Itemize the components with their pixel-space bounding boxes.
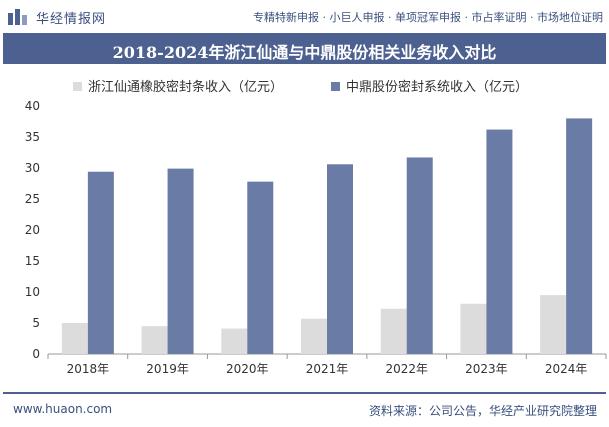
- bar-series-2: [486, 129, 513, 354]
- services-text: 专精特新申报 · 小巨人申报 · 单项冠军申报 · 市占率证明 · 市场地位证明: [253, 11, 603, 24]
- bar-series-1: [221, 328, 248, 354]
- y-tick-label: 0: [32, 347, 40, 361]
- x-tick-label: 2020年: [226, 362, 269, 376]
- bar-series-1: [380, 308, 407, 354]
- x-tick-label: 2021年: [306, 362, 349, 376]
- x-tick-label: 2019年: [146, 362, 189, 376]
- huajing-logo-icon: [8, 9, 27, 25]
- y-tick-label: 5: [32, 316, 40, 330]
- bar-series-1: [460, 303, 487, 354]
- y-tick-label: 15: [25, 254, 40, 268]
- bar-chart: 0 5 10 15 20 25 30 35 40 2018年 2019年 2020年 2021年 2022…: [25, 99, 607, 376]
- y-tick-label: 25: [25, 192, 40, 206]
- bar-series-2: [566, 118, 593, 355]
- footer-divider: [3, 392, 606, 394]
- chart-title: 2018-2024年浙江仙通与中鼎股份相关业务收入对比: [112, 43, 497, 62]
- bar-series-2: [167, 168, 194, 354]
- legend-item-series-1: 浙江仙通橡胶密封条收入（亿元）: [73, 76, 283, 95]
- bar-series-2: [327, 164, 353, 354]
- x-tick-label: 2018年: [67, 362, 110, 376]
- y-tick-label: 30: [25, 161, 40, 175]
- bar-series-1: [301, 318, 327, 354]
- x-tick-label: 2022年: [385, 362, 428, 376]
- legend-label-series-2: 中鼎股份密封系统收入（亿元）: [346, 80, 529, 95]
- x-tick-label: 2023年: [465, 362, 508, 376]
- legend-swatch-series-2: [331, 81, 340, 91]
- top-bar: 华经情报网 专精特新申报 · 小巨人申报 · 单项冠军申报 · 市占率证明 · …: [0, 0, 609, 33]
- footer-source: 资料来源：公司公告，华经产业研究院整理: [368, 404, 597, 418]
- y-tick-label: 20: [25, 223, 40, 237]
- title-bar: 2018-2024年浙江仙通与中鼎股份相关业务收入对比: [3, 33, 606, 64]
- y-tick-label: 10: [25, 285, 40, 299]
- legend-swatch-series-1: [73, 81, 82, 91]
- bar-series-2: [247, 181, 274, 354]
- bar-series-1: [61, 323, 88, 354]
- legend-label-series-1: 浙江仙通橡胶密封条收入（亿元）: [88, 80, 284, 95]
- brand-name: 华经情报网: [36, 12, 107, 27]
- bar-series-1: [540, 295, 567, 354]
- x-tick-label: 2024年: [545, 362, 588, 376]
- legend-item-series-2: 中鼎股份密封系统收入（亿元）: [331, 76, 528, 95]
- y-tick-label: 35: [25, 130, 40, 144]
- bar-series-1: [141, 326, 168, 354]
- footer-website: www.huaon.com: [13, 402, 113, 416]
- y-tick-label: 40: [25, 99, 40, 113]
- bar-series-2: [406, 157, 433, 354]
- chart-legend: 浙江仙通橡胶密封条收入（亿元） 中鼎股份密封系统收入（亿元）: [0, 76, 609, 95]
- bar-series-2: [87, 171, 114, 354]
